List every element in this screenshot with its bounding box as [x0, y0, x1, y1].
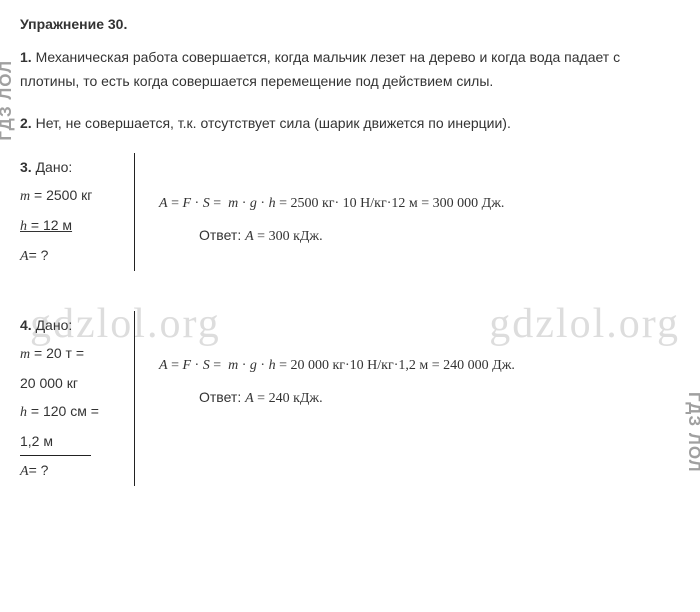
p3-m-symbol: m — [20, 189, 30, 204]
spacer — [20, 281, 680, 311]
p3-h-symbol: h — [20, 219, 27, 234]
p2-number: 2. — [20, 115, 32, 131]
p3-number: 3. — [20, 159, 32, 175]
p3-A-symbol: A — [20, 249, 29, 264]
content: Упражнение 30. 1. Механическая работа со… — [20, 16, 680, 486]
p4-number: 4. — [20, 317, 32, 333]
p3-m-value: = 2500 кг — [30, 187, 92, 203]
p4-h-value: = 120 см = — [27, 403, 99, 419]
p3-given: 3. Дано: m = 2500 кг h = 12 м A= ? — [20, 153, 135, 271]
problem-3: 3. Дано: m = 2500 кг h = 12 м A= ? A = F… — [20, 153, 680, 271]
p4-m-value: = 20 т = — [30, 345, 84, 361]
p3-A-question: = ? — [29, 247, 49, 263]
p4-A-symbol: A — [20, 464, 29, 479]
p3-answer-label: Ответ: — [199, 227, 245, 243]
p4-h-value2: 1,2 м — [20, 427, 91, 456]
p3-formula: A = F · S = m · g · h = 2500 кг· 10 Н/кг… — [159, 191, 504, 218]
p3-answer: Ответ: A = 300 кДж. — [159, 222, 504, 251]
p1-text: Механическая работа совершается, когда м… — [20, 49, 620, 89]
p3-solution: A = F · S = m · g · h = 2500 кг· 10 Н/кг… — [135, 153, 504, 250]
p4-formula: A = F · S = m · g · h = 20 000 кг·10 Н/к… — [159, 353, 515, 380]
p2-text: Нет, не совершается, т.к. отсутствует си… — [32, 115, 511, 131]
p4-solution: A = F · S = m · g · h = 20 000 кг·10 Н/к… — [135, 311, 515, 412]
problem-4: 4. Дано: m = 20 т = 20 000 кг h = 120 см… — [20, 311, 680, 486]
side-label-right: ГДЗ ЛОЛ — [684, 392, 700, 473]
p3-h-value: = 12 м — [27, 217, 72, 233]
p4-h-symbol: h — [20, 405, 27, 420]
p4-answer: Ответ: A = 240 кДж. — [159, 384, 515, 413]
p4-m-symbol: m — [20, 347, 30, 362]
p4-dano: Дано: — [32, 317, 73, 333]
p3-dano: Дано: — [36, 159, 73, 175]
paragraph-1: 1. Механическая работа совершается, когд… — [20, 46, 680, 94]
p4-A-question: = ? — [29, 462, 49, 478]
p1-number: 1. — [20, 49, 32, 65]
p4-answer-label: Ответ: — [199, 389, 245, 405]
paragraph-2: 2. Нет, не совершается, т.к. отсутствует… — [20, 112, 680, 136]
p4-m-value2: 20 000 кг — [20, 369, 120, 397]
exercise-title: Упражнение 30. — [20, 16, 680, 32]
side-label-left: ГДЗ ЛОЛ — [0, 60, 16, 141]
p4-given: 4. Дано: m = 20 т = 20 000 кг h = 120 см… — [20, 311, 135, 486]
